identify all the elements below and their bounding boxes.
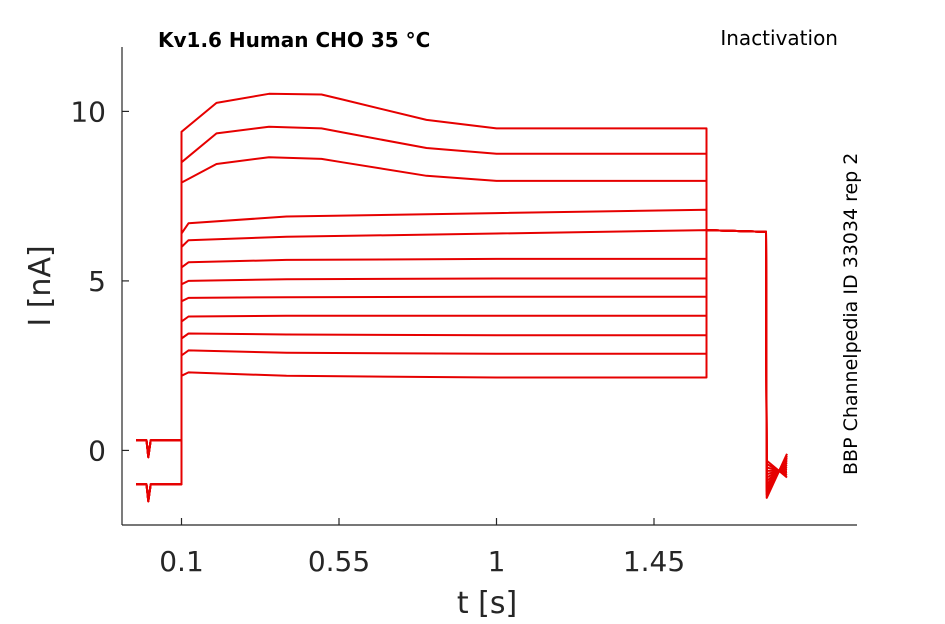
x-tick-label: 0.1 (159, 545, 204, 578)
chart-title: Kv1.6 Human CHO 35 °C (158, 28, 430, 52)
current-trace (136, 229, 788, 486)
y-tick-label: 10 (70, 95, 106, 128)
y-tick-label: 0 (88, 434, 106, 467)
protocol-label: Inactivation (720, 26, 838, 50)
tick-labels: 0.1 0.55 1 1.45 0 5 10 (70, 95, 685, 578)
y-tick-label: 5 (88, 265, 106, 298)
current-trace (136, 229, 788, 503)
x-axis-label: t [s] (457, 586, 517, 621)
current-trace (136, 229, 788, 503)
current-trace (136, 156, 788, 493)
x-tick-label: 1.45 (623, 545, 685, 578)
x-tick-label: 0.55 (308, 545, 370, 578)
current-trace (136, 208, 788, 503)
source-id-label: BBP Channelpedia ID 33034 rep 2 (840, 153, 862, 475)
current-trace (136, 125, 788, 503)
plot-traces (136, 92, 788, 503)
current-trace (136, 229, 788, 503)
current-trace (136, 229, 788, 503)
x-tick-label: 1 (488, 545, 506, 578)
current-trace (136, 229, 788, 477)
y-axis-label: I [nA] (23, 245, 58, 326)
tick-marks (122, 110, 655, 525)
